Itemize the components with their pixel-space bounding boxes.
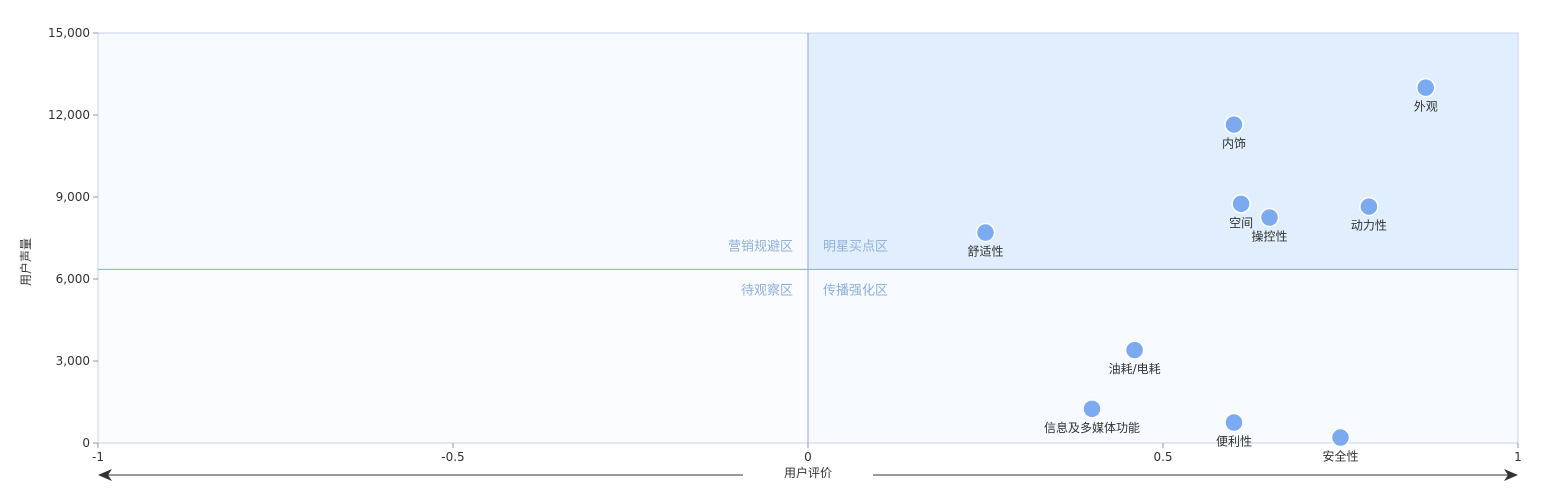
zone-label-bottom-right: 传播强化区	[823, 283, 888, 298]
y-tick-label: 12,000	[48, 108, 90, 122]
data-point	[1332, 429, 1350, 447]
y-tick-label: 15,000	[48, 26, 90, 40]
data-point-label: 油耗/电耗	[1109, 362, 1161, 376]
quadrant-top-left	[98, 33, 808, 269]
data-point	[1225, 116, 1243, 134]
zone-label-bottom-left: 待观察区	[741, 283, 793, 298]
zone-label-top-right: 明星买点区	[823, 239, 888, 254]
x-tick-label: -1	[92, 450, 104, 464]
data-point-label: 安全性	[1322, 449, 1358, 464]
y-axis-label: 用户声量	[18, 238, 33, 286]
quadrant-bottom-right	[808, 269, 1518, 443]
y-tick-label: 0	[82, 436, 90, 450]
y-tick-label: 6,000	[56, 272, 90, 286]
x-tick-label: 1	[1514, 450, 1522, 464]
y-tick-label: 3,000	[56, 354, 90, 368]
data-point-label: 动力性	[1351, 219, 1387, 233]
data-point-label: 空间	[1229, 216, 1253, 230]
y-tick-label: 9,000	[56, 190, 90, 204]
data-point-label: 外观	[1414, 100, 1438, 114]
quadrant-top-right	[808, 33, 1518, 269]
zone-label-top-left: 营销规避区	[728, 239, 793, 254]
x-tick-label: 0.5	[1153, 450, 1172, 464]
data-point-label: 信息及多媒体功能	[1044, 420, 1140, 435]
data-point-label: 操控性	[1251, 229, 1287, 244]
data-point	[1417, 79, 1435, 97]
data-point-label: 便利性	[1216, 435, 1252, 449]
data-point	[977, 224, 995, 242]
x-tick-label: -0.5	[441, 450, 464, 464]
data-point	[1360, 198, 1378, 216]
x-tick-label: 0	[804, 450, 812, 464]
data-point	[1126, 341, 1144, 359]
data-point	[1225, 414, 1243, 432]
data-point	[1232, 195, 1250, 213]
data-point	[1083, 400, 1101, 418]
data-point	[1261, 209, 1279, 227]
x-axis-label: 用户评价	[784, 465, 832, 480]
data-point-label: 舒适性	[967, 245, 1003, 259]
quadrant-bottom-left	[98, 269, 808, 443]
data-point-label: 内饰	[1222, 137, 1246, 151]
